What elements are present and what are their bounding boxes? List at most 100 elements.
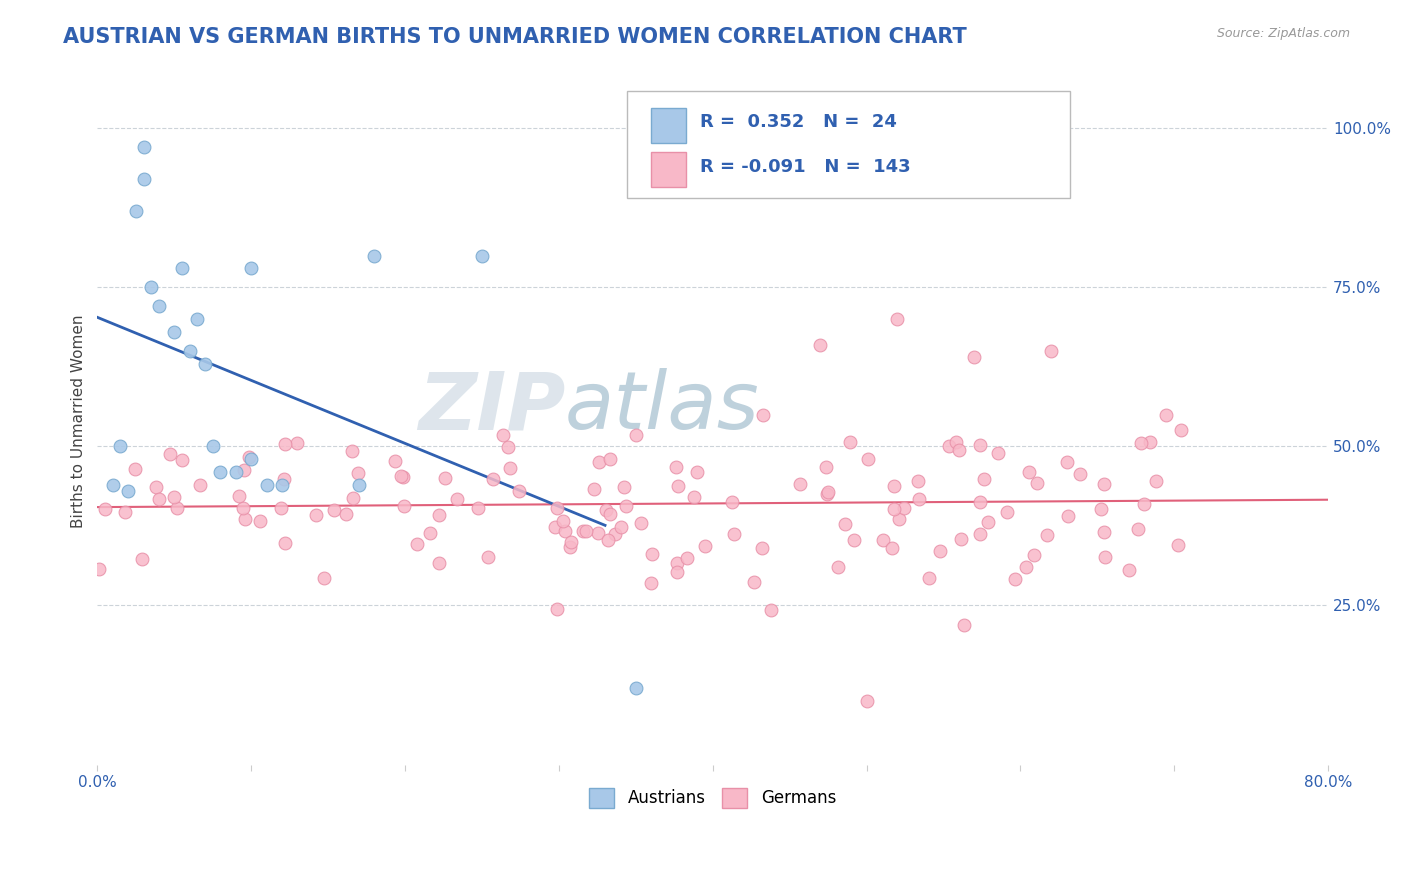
Point [225, 465, 247, 479]
Point [1022, 548, 1045, 562]
Point [392, 469, 415, 483]
Point [969, 438, 991, 452]
Point [132, 172, 155, 186]
Point [554, 524, 576, 538]
Point [141, 280, 163, 294]
Point [188, 478, 211, 492]
Point [363, 249, 385, 263]
Point [582, 482, 605, 496]
Point [720, 495, 742, 509]
Point [467, 501, 489, 516]
Point [950, 532, 973, 546]
Point [170, 453, 193, 467]
Point [114, 505, 136, 519]
Point [240, 452, 263, 467]
Point [827, 560, 849, 574]
Point [1139, 435, 1161, 450]
Text: atlas: atlas [565, 368, 759, 446]
Point [834, 517, 856, 532]
Point [624, 681, 647, 695]
Point [347, 477, 370, 491]
Point [166, 501, 188, 516]
Point [595, 503, 617, 517]
Point [148, 300, 170, 314]
Point [613, 480, 636, 494]
Point [335, 508, 357, 522]
Point [429, 508, 451, 523]
Point [471, 249, 494, 263]
Point [228, 489, 250, 503]
FancyBboxPatch shape [651, 108, 686, 143]
Point [810, 337, 832, 351]
Point [163, 325, 186, 339]
Point [948, 442, 970, 457]
Point [665, 460, 688, 475]
Text: ZIP: ZIP [418, 368, 565, 446]
Point [883, 478, 905, 492]
Point [1026, 475, 1049, 490]
Point [682, 490, 704, 504]
Point [273, 471, 295, 485]
Point [969, 527, 991, 541]
Point [693, 539, 716, 553]
Point [1040, 343, 1063, 358]
Point [124, 462, 146, 476]
Point [1090, 502, 1112, 516]
Point [342, 491, 364, 505]
Text: Source: ZipAtlas.com: Source: ZipAtlas.com [1216, 27, 1350, 40]
Point [482, 472, 505, 486]
Point [676, 550, 699, 565]
Point [969, 495, 991, 509]
Point [572, 524, 595, 538]
Point [270, 501, 292, 516]
Point [624, 427, 647, 442]
Point [599, 452, 621, 467]
Text: R =  0.352   N =  24: R = 0.352 N = 24 [700, 113, 897, 131]
Point [419, 525, 441, 540]
Point [342, 444, 364, 458]
Point [886, 312, 908, 326]
Point [499, 460, 522, 475]
Point [249, 514, 271, 528]
Point [94, 502, 117, 516]
Point [322, 503, 344, 517]
Point [117, 483, 139, 498]
Point [789, 477, 811, 491]
Point [496, 440, 519, 454]
Point [285, 436, 308, 450]
Point [232, 500, 254, 515]
Point [887, 511, 910, 525]
Point [686, 465, 709, 479]
Point [908, 491, 931, 506]
Point [1018, 465, 1040, 479]
Point [575, 524, 598, 538]
Point [1014, 559, 1036, 574]
Point [614, 499, 637, 513]
Point [546, 500, 568, 515]
Point [599, 508, 621, 522]
Point [751, 541, 773, 556]
Point [1094, 549, 1116, 564]
Point [751, 408, 773, 422]
Point [274, 437, 297, 451]
Point [1144, 474, 1167, 488]
Point [858, 452, 880, 467]
Point [945, 434, 967, 449]
Point [907, 474, 929, 488]
Point [477, 550, 499, 565]
Point [546, 602, 568, 616]
Legend: Austrians, Germans: Austrians, Germans [582, 780, 842, 814]
Point [170, 261, 193, 276]
Point [145, 480, 167, 494]
Point [544, 519, 567, 533]
Point [938, 439, 960, 453]
Point [723, 526, 745, 541]
Point [194, 357, 217, 371]
Point [508, 484, 530, 499]
Point [1056, 455, 1078, 469]
Point [1170, 423, 1192, 437]
Point [596, 533, 619, 547]
Point [987, 446, 1010, 460]
Point [240, 261, 263, 276]
Point [1057, 508, 1080, 523]
